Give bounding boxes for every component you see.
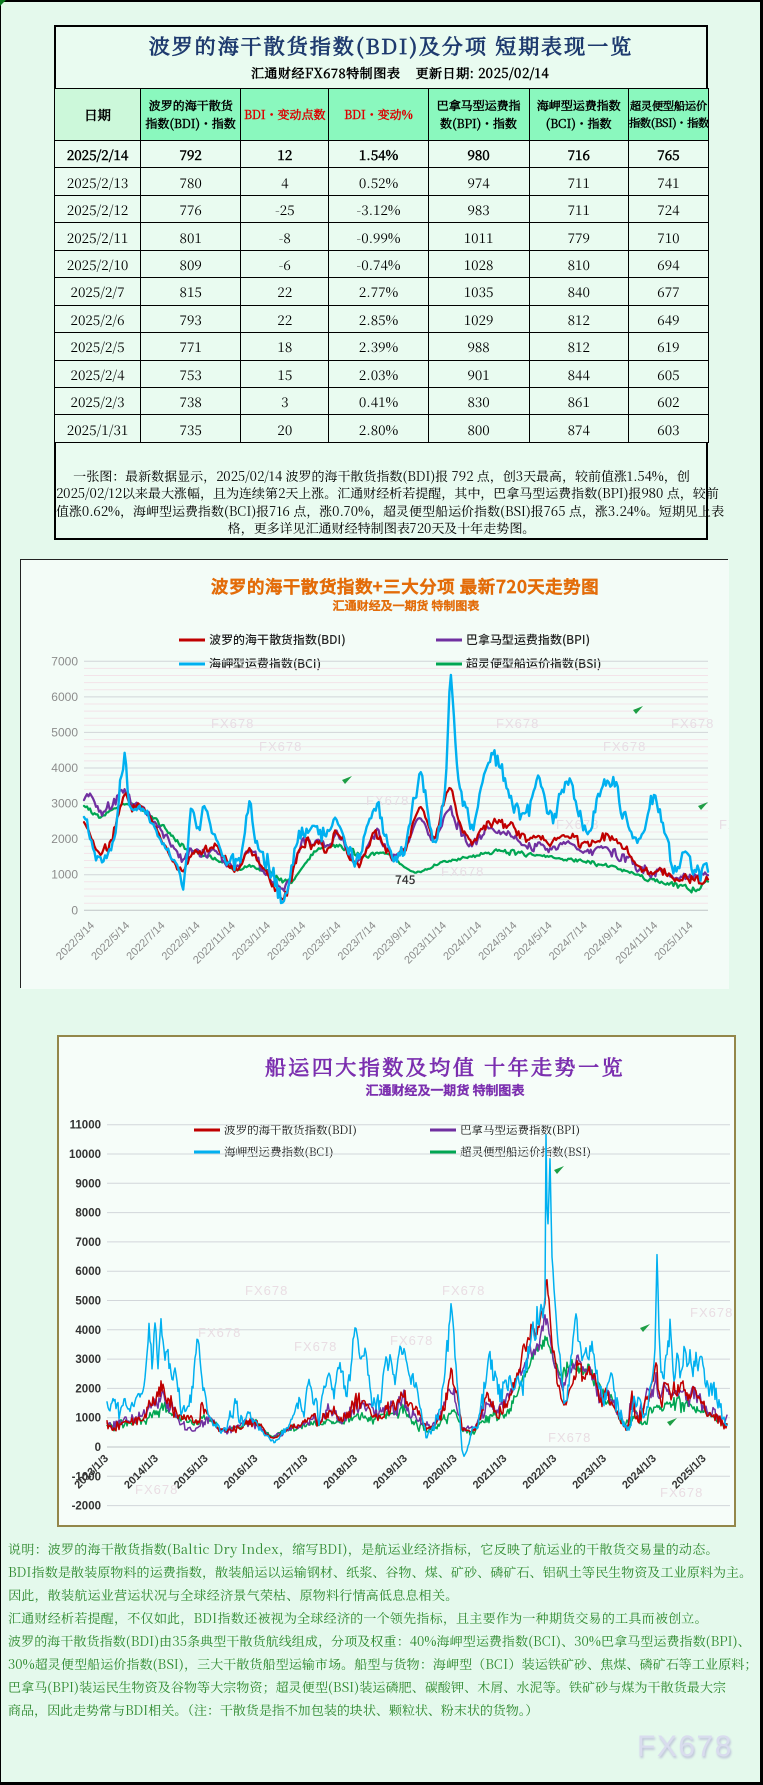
svg-text:4000: 4000 [51,761,78,775]
svg-text:7000: 7000 [51,654,78,668]
svg-text:超灵便型船运价指数(BSI): 超灵便型船运价指数(BSI) [466,655,601,672]
svg-text:-1000: -1000 [72,1471,101,1483]
svg-text:11000: 11000 [70,1120,101,1132]
svg-text:5000: 5000 [51,725,78,739]
svg-text:FX678: FX678 [198,1325,241,1340]
svg-text:6000: 6000 [75,1266,101,1278]
svg-text:0: 0 [71,903,78,917]
svg-text:FX678: FX678 [603,739,646,754]
svg-text:2000: 2000 [51,832,78,846]
svg-text:汇通财经及一期货 特制图表: 汇通财经及一期货 特制图表 [332,597,480,614]
svg-text:超灵便型船运价指数(BSI): 超灵便型船运价指数(BSI) [460,1144,591,1160]
svg-text:745: 745 [395,871,416,888]
svg-text:1000: 1000 [51,868,78,882]
svg-text:海岬型运费指数(BCI): 海岬型运费指数(BCI) [209,655,321,672]
svg-text:8000: 8000 [75,1208,101,1220]
svg-text:FX678: FX678 [366,793,409,808]
svg-text:FX678: FX678 [556,817,599,832]
svg-text:FX678: FX678 [441,864,484,879]
svg-text:7000: 7000 [75,1237,101,1249]
svg-text:FX678: FX678 [671,716,714,731]
svg-text:FX678: FX678 [245,1283,288,1298]
svg-text:4000: 4000 [75,1325,101,1337]
svg-text:5000: 5000 [75,1296,101,1308]
svg-text:波罗的海干散货指数+三大分项 最新720天走势图: 波罗的海干散货指数+三大分项 最新720天走势图 [211,574,599,599]
svg-text:波罗的海干散货指数(BDI): 波罗的海干散货指数(BDI) [224,1122,357,1138]
svg-text:FX678: FX678 [496,716,539,731]
svg-text:海岬型运费指数(BCI): 海岬型运费指数(BCI) [224,1144,333,1160]
svg-text:FX678: FX678 [719,817,729,832]
svg-text:FX678: FX678 [294,1339,337,1354]
svg-text:FX678: FX678 [135,1482,178,1497]
svg-text:6000: 6000 [51,690,78,704]
svg-text:FX678: FX678 [548,1430,591,1445]
svg-text:汇通财经及一期货 特制图表: 汇通财经及一期货 特制图表 [366,1080,526,1099]
svg-text:FX678: FX678 [390,1333,433,1348]
svg-text:FX678: FX678 [442,1283,485,1298]
svg-text:9000: 9000 [75,1178,101,1190]
svg-text:2000: 2000 [75,1383,101,1395]
svg-text:FX678: FX678 [259,739,302,754]
svg-text:波罗的海干散货指数(BDI): 波罗的海干散货指数(BDI) [209,631,346,648]
svg-text:FX678: FX678 [690,1305,733,1320]
svg-text:3000: 3000 [51,797,78,811]
svg-text:船运四大指数及均值 十年走势一览: 船运四大指数及均值 十年走势一览 [264,1052,625,1082]
svg-text:0: 0 [95,1442,101,1454]
svg-text:10000: 10000 [69,1149,101,1161]
svg-text:3000: 3000 [75,1354,101,1366]
svg-text:巴拿马型运费指数(BPI): 巴拿马型运费指数(BPI) [460,1122,580,1138]
svg-text:FX678: FX678 [211,716,254,731]
svg-text:1000: 1000 [75,1413,101,1425]
svg-text:-2000: -2000 [72,1501,101,1513]
svg-text:巴拿马型运费指数(BPI): 巴拿马型运费指数(BPI) [466,631,590,648]
svg-text:FX678: FX678 [660,1485,703,1500]
